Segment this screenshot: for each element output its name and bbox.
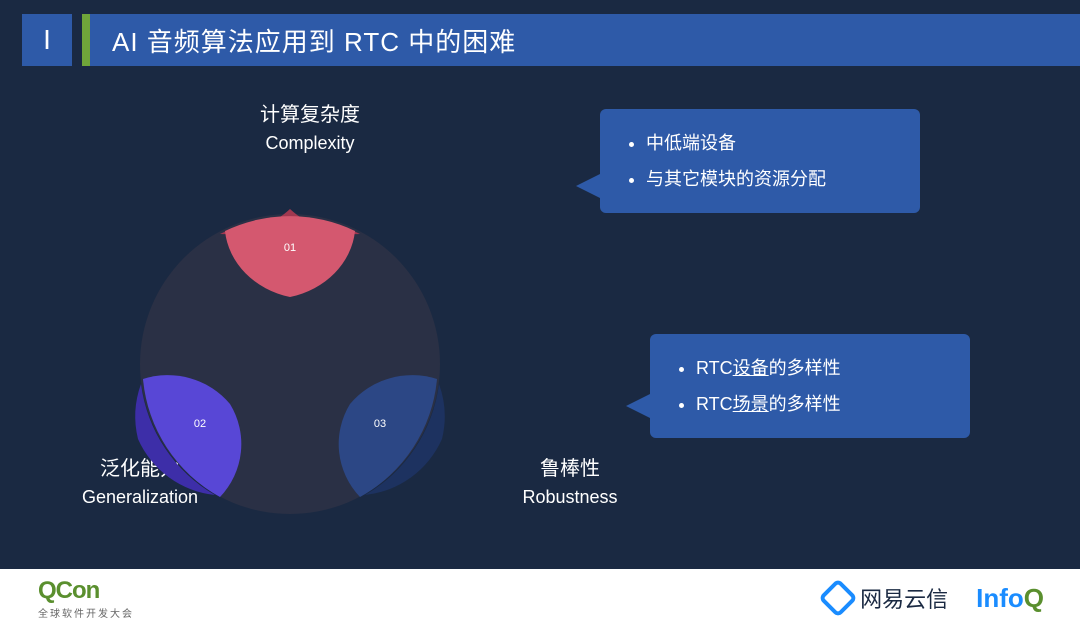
- callout-item: RTC场景的多样性: [696, 386, 946, 422]
- qcon-logo-subtitle: 全球软件开发大会: [38, 605, 134, 620]
- header-accent-bar: [82, 14, 90, 66]
- callout-item: 中低端设备: [646, 125, 896, 161]
- footer-right-logos: 网易云信 InfoQ: [824, 582, 1044, 614]
- infoq-q: Q: [1024, 583, 1044, 613]
- qcon-logo-text: QCon: [38, 577, 134, 605]
- qcon-logo: QCon 全球软件开发大会: [38, 577, 134, 620]
- petal-label-complexity: 计算复杂度 Complexity: [210, 100, 410, 157]
- callout-item: 与其它模块的资源分配: [646, 161, 896, 197]
- petal-label-robustness: 鲁棒性 Robustness: [470, 454, 670, 511]
- petal-number-01: 01: [284, 242, 296, 254]
- venn-diagram: 01 02 03: [120, 179, 460, 519]
- petal-number-02: 02: [194, 418, 206, 430]
- callout-pointer-icon: [576, 174, 600, 198]
- yunxin-icon: [818, 578, 858, 618]
- yunxin-text: 网易云信: [860, 582, 948, 614]
- section-number: I: [43, 24, 51, 56]
- yunxin-logo: 网易云信: [824, 582, 948, 614]
- venn-svg: 01 02 03: [120, 179, 460, 539]
- callout-complexity: 中低端设备 与其它模块的资源分配: [600, 109, 920, 213]
- callout-robustness: RTC设备的多样性 RTC场景的多样性: [650, 334, 970, 438]
- infoq-in: Info: [976, 583, 1024, 613]
- section-number-box: I: [22, 14, 72, 66]
- infoq-logo: InfoQ: [976, 583, 1044, 614]
- slide-header: I AI 音频算法应用到 RTC 中的困难: [0, 14, 1080, 66]
- callout-item: RTC设备的多样性: [696, 350, 946, 386]
- slide-footer: QCon 全球软件开发大会 网易云信 InfoQ: [0, 569, 1080, 627]
- callout-pointer-icon: [626, 394, 650, 418]
- slide-title: AI 音频算法应用到 RTC 中的困难: [90, 14, 1080, 66]
- petal-number-03: 03: [374, 418, 386, 430]
